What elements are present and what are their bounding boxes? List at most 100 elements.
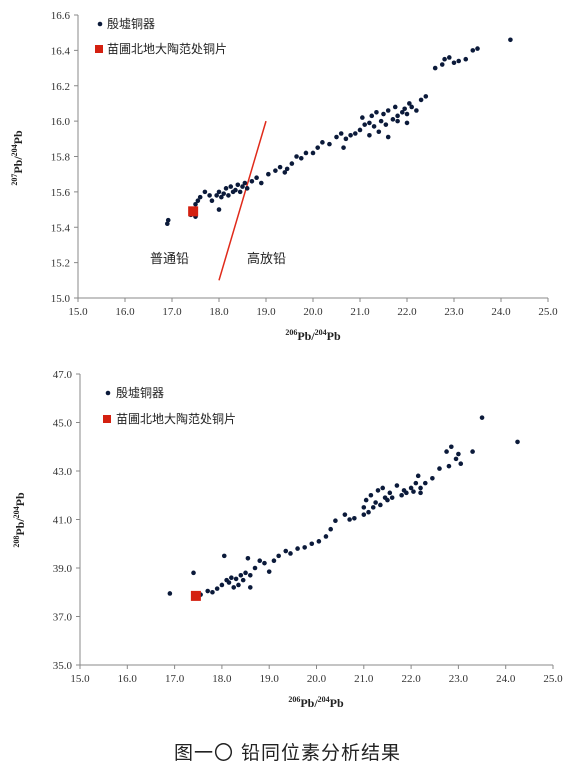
chart1-x-tick-label: 15.0 <box>68 306 88 318</box>
chart1-bronze-point <box>367 120 372 126</box>
chart1-x-tick-label: 22.0 <box>397 306 417 318</box>
chart2-bronze-point <box>214 586 220 591</box>
chart1-xlab-sup1: 206 <box>285 328 297 337</box>
chart1-legend-label-0: 殷墟铜器 <box>107 16 155 31</box>
chart2-bronze-point <box>323 534 329 539</box>
chart1-bronze-point <box>315 145 321 150</box>
chart1-bronze-point <box>404 120 410 126</box>
chart1-legend: 殷墟铜器 苗圃北地大陶范处铜片 <box>95 16 227 56</box>
chart1-bronze-point <box>223 186 229 191</box>
chart2-bronze-point <box>411 489 416 494</box>
chart1-bronze-point <box>456 58 462 64</box>
chart2-bronze-point <box>413 480 419 486</box>
chart2-bronze-point <box>394 483 400 488</box>
chart2-bronze-point <box>191 570 196 576</box>
chart1-bronze-point <box>367 132 372 138</box>
chart1-bronze-point <box>392 104 398 110</box>
chart2-y-tick-label: 37.0 <box>53 612 73 624</box>
chart1-bronze-point <box>381 111 386 117</box>
chart2-bronze-point <box>221 553 227 559</box>
chart2-bronze-point <box>245 556 251 561</box>
chart2-bronze-point <box>276 553 281 559</box>
chart2-bronze-point <box>247 585 253 590</box>
chart1-y-tick-label: 15.6 <box>51 187 71 199</box>
chart1-bronze-point <box>447 55 452 60</box>
chart2-bronze-point <box>247 572 253 578</box>
chart2-x-tick-label: 16.0 <box>118 673 138 685</box>
chart1-bronze-point <box>228 184 234 189</box>
chart1-x-axis-label: 206Pb/204Pb <box>285 328 341 343</box>
chart1-y-tick-label: 15.8 <box>51 152 71 164</box>
chart2-bronze-point <box>456 451 461 457</box>
chart2-bronze-point <box>404 490 409 496</box>
chart1-bronze-point <box>303 150 309 156</box>
chart2-x-tick-label: 20.0 <box>307 673 327 685</box>
chart1-bronze-point <box>395 118 400 124</box>
chart2-bronze-point <box>375 488 381 493</box>
chart1-bronze-point <box>259 180 264 186</box>
chart1-bronze-point <box>165 221 170 227</box>
chart1-bronze-point <box>423 94 429 99</box>
chart1-bronze-point <box>400 109 405 115</box>
chart1-bronze-point <box>219 194 224 200</box>
chart1-xlab-sup2: 204 <box>315 328 327 337</box>
chart2-y-tick-label: 39.0 <box>53 563 73 575</box>
chart1-bronze-point <box>277 164 283 170</box>
chart2-bronze-point <box>366 509 371 515</box>
chart2-bronze-point <box>210 589 215 595</box>
chart2-bronze-point <box>415 473 421 479</box>
chart2-bronze-point <box>309 541 315 547</box>
chart2-bronze-point <box>333 518 338 524</box>
chart2-x-tick-label: 21.0 <box>354 673 374 685</box>
chart1-bronze-point <box>237 189 243 195</box>
chart1-bronze-point <box>244 186 250 191</box>
chart1-ylab-sup2: 204 <box>10 144 19 156</box>
chart1-bronze-point <box>334 134 339 140</box>
chart1-bronze-point <box>390 117 396 122</box>
chart2-bronze-point <box>373 500 378 505</box>
chart2-ylab-sup2: 204 <box>12 506 21 518</box>
chart1-bronze-point <box>357 127 363 133</box>
chart2-bronze-point <box>363 497 369 503</box>
chart1-bronze-point <box>202 189 208 195</box>
chart1-bronze-point <box>338 131 344 136</box>
chart1-bronze-point <box>463 56 469 62</box>
chart2-bronze-point <box>283 548 289 554</box>
chart1-bronze-point <box>383 122 389 127</box>
chart1-y-tick-label: 15.0 <box>51 293 71 305</box>
chart2-bronze-point <box>240 577 246 583</box>
chart2-bronze-point <box>226 580 232 585</box>
chart2-legend: 殷墟铜器 苗圃北地大陶范处铜片 <box>103 385 236 426</box>
chart1-bronze-point <box>197 194 203 200</box>
chart1-region-left: 普通铅 <box>150 252 189 267</box>
chart2-x-tick-label: 17.0 <box>165 673 185 685</box>
chart2-bronze-point <box>470 449 475 454</box>
chart1-bronze-point <box>362 122 368 127</box>
chart-208-206: 15.0 16.0 17.0 18.0 19.0 20.0 21.0 22.0 23.0 24.0… <box>12 369 563 710</box>
chart2-bronze-point <box>479 415 485 420</box>
chart2-x-tick-label: 25.0 <box>543 673 563 685</box>
chart2-bronze-point <box>387 490 393 496</box>
chart2-bronze-point <box>430 475 435 481</box>
chart1-bronze-point <box>409 104 415 110</box>
chart2-bronze-point <box>437 466 442 471</box>
chart2-mould-copper-point <box>190 590 201 601</box>
chart1-bronze-point <box>414 108 419 113</box>
chart1-y-tick-label: 15.2 <box>51 258 70 270</box>
chart1-x-tick-label: 17.0 <box>162 306 182 318</box>
chart2-bronze-point <box>271 558 277 564</box>
chart2-bronze-point <box>302 545 307 550</box>
chart2-x-tick-label: 19.0 <box>260 673 280 685</box>
chart1-bronze-point <box>432 65 438 71</box>
chart1-bronze-point <box>233 187 238 193</box>
chart1-bronze-point <box>404 111 410 117</box>
chart2-bronze-point <box>399 492 404 498</box>
chart1-bronze-point <box>374 109 379 115</box>
chart2-bronze-point <box>288 551 293 556</box>
chart1-bronze-point <box>240 184 245 189</box>
chart2-bronze-point <box>515 439 520 445</box>
chart2-y-tick-label: 41.0 <box>53 515 73 527</box>
chart1-xlab-base2: Pb <box>327 329 341 343</box>
chart2-x-tick-label: 22.0 <box>401 673 421 685</box>
chart1-region-right: 高放铅 <box>247 251 286 267</box>
